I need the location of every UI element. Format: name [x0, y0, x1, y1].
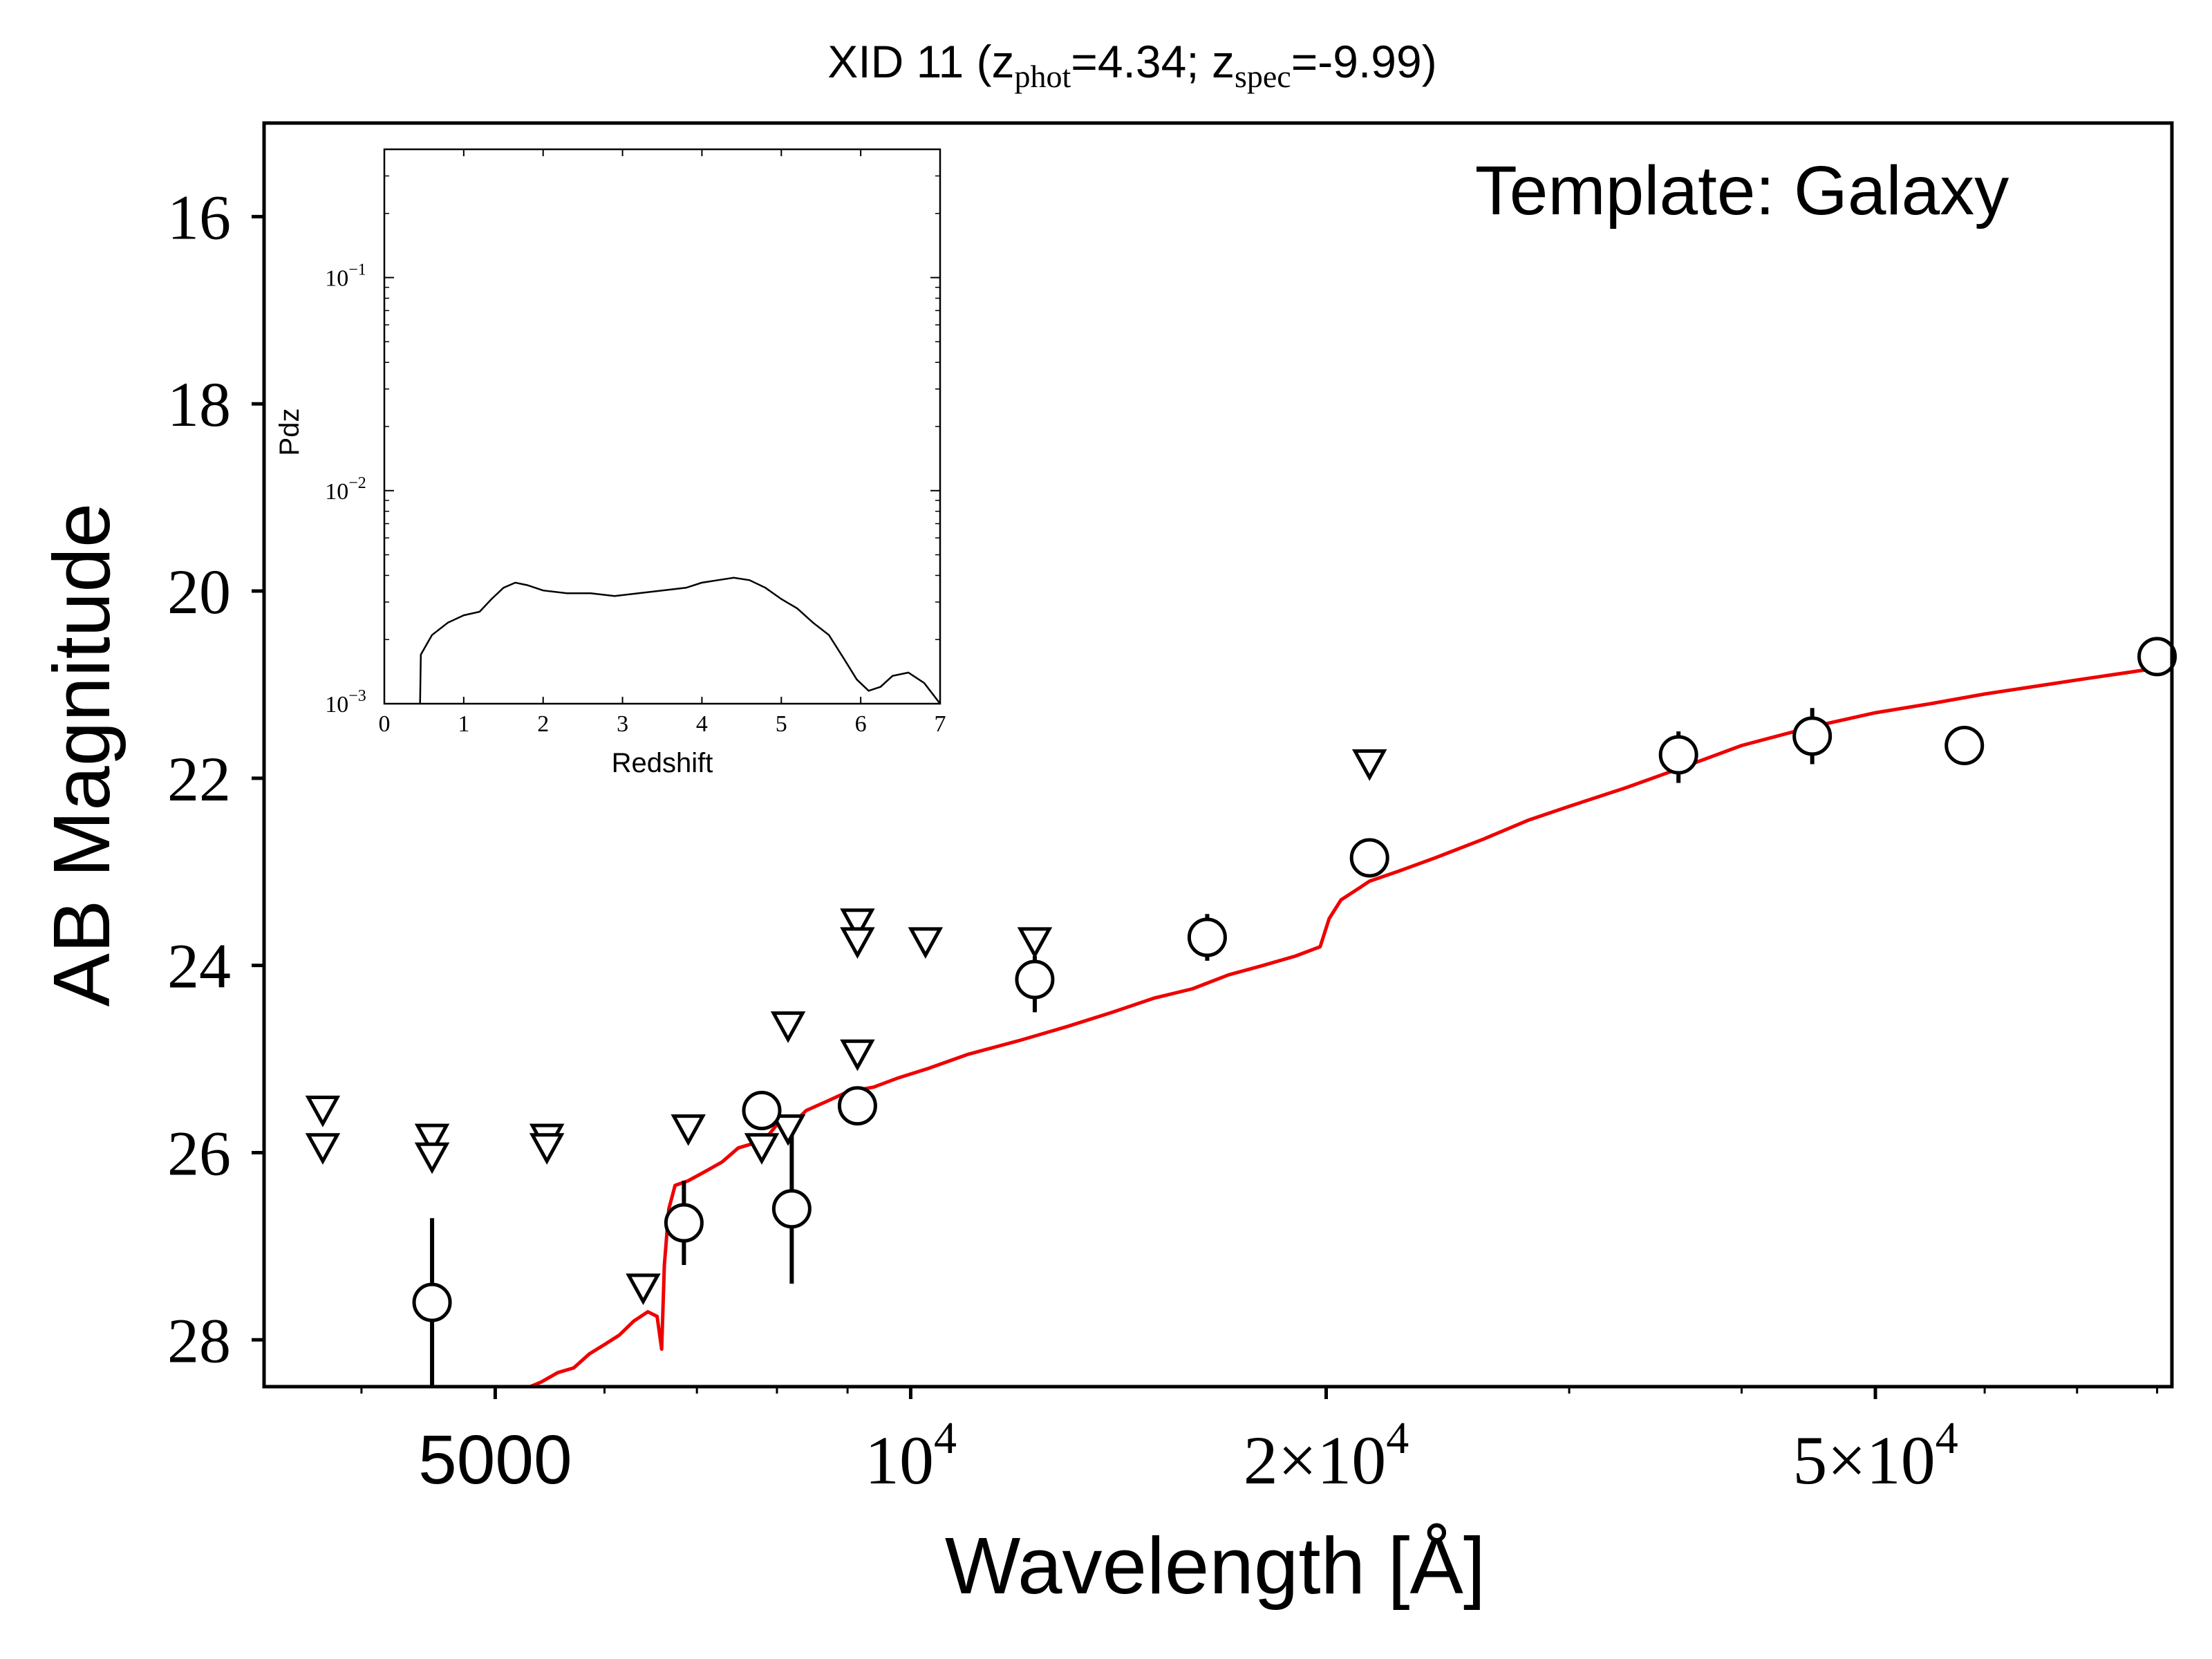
inset-axis-ticks: 0 1 2 3 4 5 6 710−110−210−3 — [325, 149, 946, 737]
upper-limit-marker — [414, 1123, 450, 1156]
inset-x-tick-label: 7 — [935, 711, 946, 737]
inset-x-tick-label: 6 — [855, 711, 867, 737]
inset-y-tick-label: 10−3 — [325, 687, 366, 718]
inset-y-tick-exponent: −1 — [348, 261, 366, 279]
y-tick-label: 24 — [167, 931, 231, 1002]
inset-x-axis-label: Redshift — [612, 748, 713, 778]
detection-point — [1015, 959, 1055, 1000]
upper-limit-marker — [529, 1133, 565, 1165]
inset-y-tick-base: 10 — [325, 266, 348, 292]
inset-x-tick-label: 1 — [458, 711, 469, 737]
detection-point — [1658, 735, 1698, 775]
model-sed-line — [529, 664, 2173, 1389]
y-tick-label: 28 — [167, 1305, 231, 1376]
pdz-curve — [419, 577, 941, 704]
detection-point — [1349, 838, 1389, 878]
inset-x-tick-label: 3 — [617, 711, 628, 737]
x-tick-exponent: 4 — [1936, 1413, 1958, 1463]
x-tick-mantissa: 5× — [1792, 1422, 1866, 1499]
upper-limit-marker — [770, 1114, 806, 1146]
title-paren: ( — [977, 36, 992, 87]
inset-x-tick-label: 5 — [776, 711, 787, 737]
title-zspec-value: =-9.99) — [1291, 36, 1437, 87]
y-tick-label: 26 — [167, 1118, 231, 1188]
y-tick-label: 18 — [167, 369, 231, 440]
x-tick-mantissa: 2× — [1244, 1422, 1317, 1499]
y-tick-label: 22 — [167, 744, 231, 814]
inset-y-tick-label: 10−2 — [325, 474, 366, 505]
title-zspec-symbol: z — [1212, 36, 1235, 87]
model-sed-layer — [529, 664, 2173, 1389]
detection-point — [837, 1086, 877, 1126]
inset-y-tick-exponent: −2 — [348, 474, 366, 492]
title-id: XID 11 — [827, 36, 964, 87]
detection-point — [664, 1203, 704, 1243]
upper-limit-layer — [305, 749, 1387, 1305]
detection-layer — [412, 637, 2177, 1322]
x-axis-label: Wavelength [Å] — [945, 1521, 1485, 1611]
upper-limit-marker — [305, 1133, 341, 1165]
upper-limit-marker — [1351, 749, 1387, 781]
inset-x-tick-label: 0 — [379, 711, 391, 737]
inset-y-axis-label: Pdz — [274, 409, 305, 456]
upper-limit-marker — [840, 927, 875, 959]
detection-point — [1792, 716, 1833, 756]
pdz-inset: 0 1 2 3 4 5 6 710−110−210−3 Redshift Pdz — [274, 148, 946, 778]
chart-title: XID 11 (zphot=4.34; zspec=-9.99) — [827, 36, 1436, 94]
upper-limit-marker — [626, 1273, 661, 1305]
upper-limit-marker — [744, 1133, 780, 1165]
inset-y-tick-label: 10−1 — [325, 261, 366, 292]
y-tick-label: 20 — [167, 556, 231, 627]
inset-y-tick-base: 10 — [325, 479, 348, 505]
title-zphot-subscript: phot — [1015, 59, 1071, 94]
upper-limit-marker — [840, 908, 875, 940]
y-tick-label: 16 — [167, 182, 231, 252]
title-zphot-symbol: z — [992, 36, 1015, 87]
detection-point — [412, 1282, 452, 1322]
x-tick-exponent: 4 — [1386, 1413, 1409, 1463]
x-tick-exponent: 4 — [934, 1413, 957, 1463]
upper-limit-marker — [414, 1142, 450, 1174]
detection-point — [742, 1091, 782, 1131]
inset-background — [384, 149, 940, 704]
x-tick-label: 2×104 — [1244, 1413, 1409, 1499]
detection-point — [771, 1189, 812, 1229]
y-axis-label: AB Magnitude — [37, 503, 126, 1007]
upper-limit-marker — [840, 1039, 875, 1071]
inset-x-tick-label: 2 — [537, 711, 549, 737]
detection-point — [1944, 725, 1985, 765]
x-tick-base: 10 — [1866, 1422, 1936, 1499]
upper-limit-marker — [908, 927, 944, 959]
inset-x-tick-label: 4 — [696, 711, 708, 737]
upper-limit-marker — [1017, 927, 1053, 959]
title-zspec-subscript: spec — [1235, 59, 1291, 94]
main-plot-frame — [262, 121, 2174, 1389]
upper-limit-marker — [770, 1011, 806, 1043]
inset-y-tick-exponent: −3 — [348, 687, 366, 705]
upper-limit-marker — [305, 1096, 341, 1127]
upper-limit-marker — [671, 1114, 706, 1146]
template-annotation: Template: Galaxy — [1475, 152, 2009, 229]
detection-point — [2137, 637, 2177, 677]
x-tick-label: 104 — [865, 1413, 957, 1499]
detection-point — [1187, 917, 1227, 957]
x-tick-base: 10 — [865, 1422, 934, 1499]
x-tick-label: 5×104 — [1792, 1413, 1958, 1499]
inset-y-tick-base: 10 — [325, 692, 348, 718]
title-zphot-value: =4.34; — [1071, 36, 1199, 87]
x-tick-base: 10 — [1317, 1422, 1386, 1499]
x-tick-label: 5000 — [418, 1421, 572, 1499]
